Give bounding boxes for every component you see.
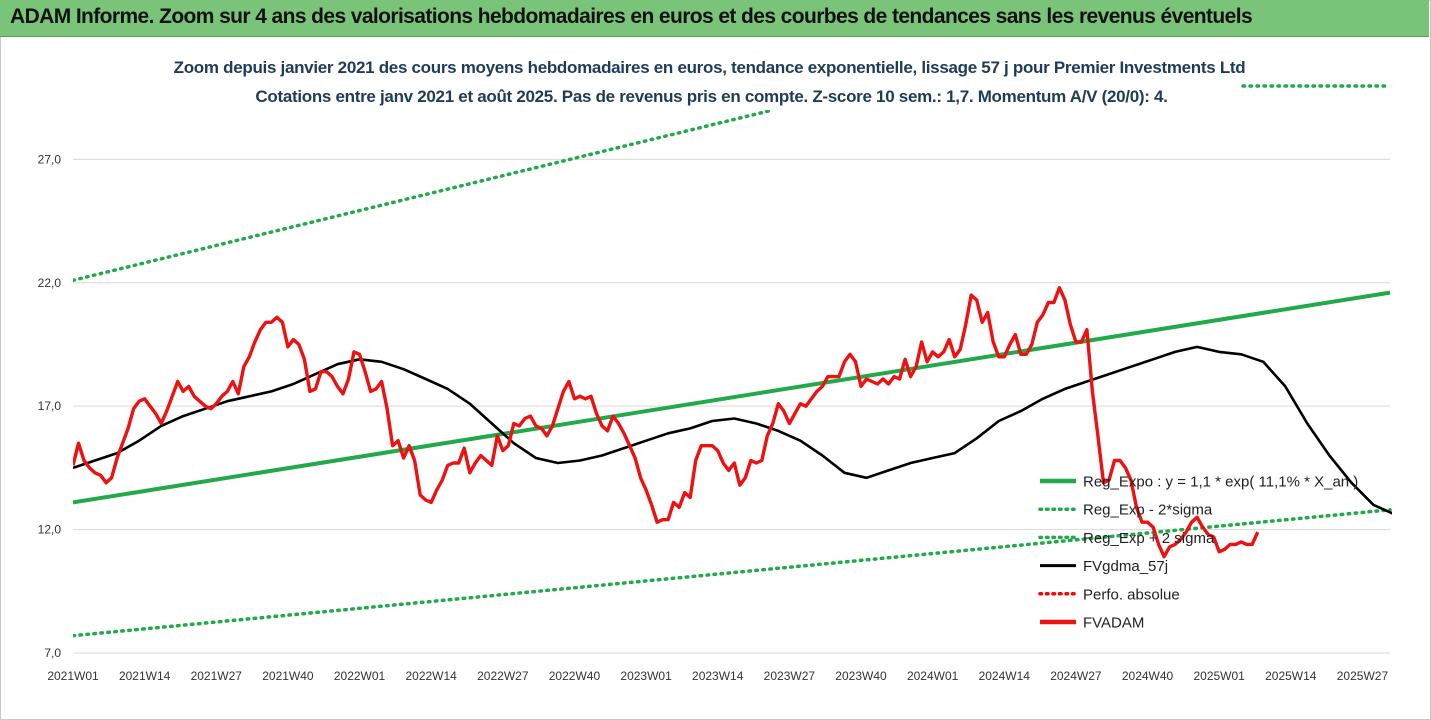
y-tick-label: 12,0 xyxy=(38,523,62,537)
series-line-0 xyxy=(73,290,1391,505)
x-tick-label: 2023W27 xyxy=(764,669,816,683)
legend: Reg_Expo : y = 1,1 * exp( 11,1% * X_an )… xyxy=(1038,474,1358,632)
x-tick-label: 2022W14 xyxy=(405,669,457,683)
x-tick-label: 2024W14 xyxy=(979,669,1031,683)
report-title: ADAM Informe. Zoom sur 4 ans des valoris… xyxy=(10,5,1253,28)
x-tick-label: 2022W01 xyxy=(334,669,386,683)
x-tick-label: 2023W01 xyxy=(620,669,672,683)
x-axis-ticks: 2021W01 2021W14 2021W27 2021W40 2022W01 2022W… xyxy=(47,669,1388,683)
y-tick-label: 22,0 xyxy=(38,276,62,290)
legend-label: Reg_Exp - 2*sigma xyxy=(1083,502,1213,519)
x-tick-label: 2024W27 xyxy=(1050,669,1102,683)
gridlines xyxy=(73,158,1390,654)
x-tick-label: 2023W14 xyxy=(692,669,744,683)
y-tick-label: 7,0 xyxy=(44,646,61,660)
series-line-1 xyxy=(73,508,1392,638)
x-tick-label: 2025W01 xyxy=(1193,669,1245,683)
y-axis-ticks: 7,0 12,0 17,0 22,0 27,0 xyxy=(38,152,62,660)
x-tick-label: 2024W40 xyxy=(1122,669,1174,683)
series-line-2 xyxy=(73,110,775,283)
legend-label: FVgdma_57j xyxy=(1083,558,1168,575)
x-tick-label: 2022W40 xyxy=(549,669,601,683)
series-line-5 xyxy=(73,286,1260,559)
series-layer xyxy=(73,110,1392,638)
legend-label: Perfo. absolue xyxy=(1083,586,1180,603)
chart-title: Zoom depuis janvier 2021 des cours moyen… xyxy=(173,58,1246,77)
x-tick-label: 2023W40 xyxy=(835,669,887,683)
legend-label: Reg_Expo : y = 1,1 * exp( 11,1% * X_an ) xyxy=(1083,474,1358,491)
x-tick-label: 2024W01 xyxy=(907,669,959,683)
x-tick-label: 2021W27 xyxy=(191,669,243,683)
x-tick-label: 2025W14 xyxy=(1265,669,1317,683)
x-tick-label: 2022W27 xyxy=(477,669,529,683)
series-line-3 xyxy=(73,345,1392,515)
x-tick-label: 2021W40 xyxy=(262,669,314,683)
legend-label: FVADAM xyxy=(1083,615,1144,632)
header-banner: ADAM Informe. Zoom sur 4 ans des valoris… xyxy=(0,0,1429,37)
y-tick-label: 17,0 xyxy=(38,399,62,413)
x-tick-label: 2021W14 xyxy=(119,669,171,683)
chart-subtitle: Cotations entre janv 2021 et août 2025. … xyxy=(255,87,1168,106)
x-tick-label: 2025W27 xyxy=(1337,669,1389,683)
legend-label: Reg_Exp + 2 sigma xyxy=(1083,530,1215,547)
x-tick-label: 2021W01 xyxy=(47,669,99,683)
y-tick-label: 27,0 xyxy=(38,152,62,166)
